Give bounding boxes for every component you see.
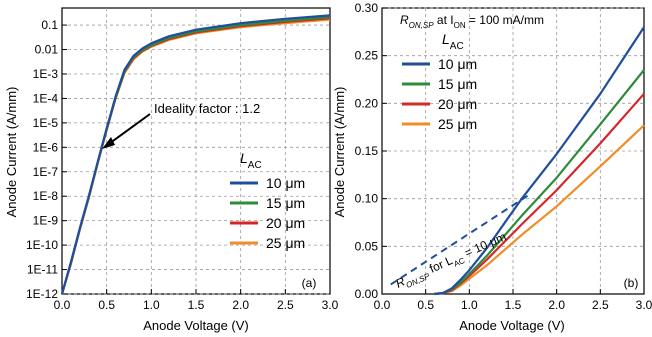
y-tick-label: 1E-8 [33, 189, 59, 203]
panel-a-legend: LAC 10 μm 15 μm 20 μm 25 μm [230, 150, 305, 251]
y-tick-label: 0.10 [355, 192, 379, 206]
y-tick-label: 1E-3 [33, 67, 59, 81]
y-tick-label: 0.1 [41, 18, 58, 32]
x-tick-label: 2.5 [592, 298, 609, 312]
x-tick-label: 1.5 [188, 298, 205, 312]
y-tick-label: 0.25 [355, 49, 379, 63]
panel-b-legend: LAC 10 μm 15 μm 20 μm 25 μm [402, 31, 477, 132]
series-line [60, 14, 331, 295]
legend-label: 15 μm [266, 195, 305, 211]
x-tick-label: 1.5 [505, 298, 522, 312]
y-tick-label: 1E-10 [26, 238, 58, 252]
panel-a-ylabel: Anode Current (A/mm) [4, 87, 19, 218]
y-tick-label: 0.15 [355, 144, 379, 158]
panel-a-xlabel: Anode Voltage (V) [143, 318, 249, 333]
series-line [434, 26, 645, 296]
panel-b-ylabel: Anode Current (A/mm) [332, 87, 347, 218]
x-tick-label: 1.0 [461, 298, 478, 312]
legend-label: 15 μm [438, 76, 477, 92]
y-tick-label: 1E-4 [33, 91, 59, 105]
panel-b-legend-title: LAC [442, 31, 464, 52]
x-tick-label: 0.5 [417, 298, 434, 312]
legend-label: 10 μm [266, 175, 305, 191]
y-tick-label: 1E-9 [33, 214, 59, 228]
y-tick-label: 1E-11 [27, 263, 58, 277]
panel-a-series [60, 14, 331, 295]
ideality-arrow-head [102, 137, 115, 149]
x-tick-label: 3.0 [322, 298, 339, 312]
x-tick-label: 0.0 [374, 298, 391, 312]
y-tick-label: 0.00 [355, 287, 379, 301]
x-tick-label: 3.0 [636, 298, 652, 312]
panel-b-header: RON,SP at ION = 100 mA/mm [400, 13, 544, 30]
series-line [60, 17, 331, 295]
panel-a-tag: (a) [302, 276, 317, 290]
panel-a-grid [62, 8, 330, 295]
panel-b-legend-items: 10 μm 15 μm 20 μm 25 μm [402, 56, 477, 132]
x-tick-label: 2.0 [548, 298, 565, 312]
panel-b-dashed-fit [390, 193, 532, 286]
dashed-fit-line [390, 193, 532, 286]
panel-b-ticks: 0.0 0.5 1.0 1.5 2.0 2.5 3.0 0.00 0.05 0.10 0.15 0.2… [355, 1, 652, 312]
panel-b-xlabel: Anode Voltage (V) [459, 318, 565, 333]
legend-label: 20 μm [266, 215, 305, 231]
y-tick-label: 0.05 [355, 239, 379, 253]
x-tick-label: 2.0 [232, 298, 249, 312]
y-tick-label: 1E-7 [33, 165, 59, 179]
legend-label: 10 μm [438, 56, 477, 72]
ideality-annotation: Ideality factor : 1.2 [154, 101, 260, 116]
legend-label: 25 μm [438, 116, 477, 132]
panel-b-tag: (b) [624, 276, 639, 290]
y-tick-label: 0.30 [355, 1, 379, 15]
x-tick-label: 0.5 [98, 298, 115, 312]
legend-label: 20 μm [438, 96, 477, 112]
x-tick-label: 1.0 [143, 298, 160, 312]
panel-b-series [434, 26, 645, 296]
panel-a-ticks: 0.0 0.5 1.0 1.5 2.0 2.5 3.0 1E-12 1E-11 1E-10 1E-9… [26, 18, 339, 312]
legend-label: 25 μm [266, 235, 305, 251]
panel-a-legend-title: LAC [240, 150, 262, 171]
series-line [60, 18, 331, 295]
panel-b-grid [382, 7, 644, 294]
y-tick-label: 1E-6 [33, 140, 59, 154]
y-tick-label: 1E-5 [33, 116, 59, 130]
ideality-arrow [105, 113, 151, 147]
y-tick-label: 0.01 [35, 43, 59, 57]
x-tick-label: 2.5 [277, 298, 294, 312]
y-tick-label: 1E-12 [26, 287, 58, 301]
y-tick-label: 0.20 [355, 96, 379, 110]
panel-a-legend-items: 10 μm 15 μm 20 μm 25 μm [230, 175, 305, 251]
x-tick-label: 0.0 [54, 298, 71, 312]
